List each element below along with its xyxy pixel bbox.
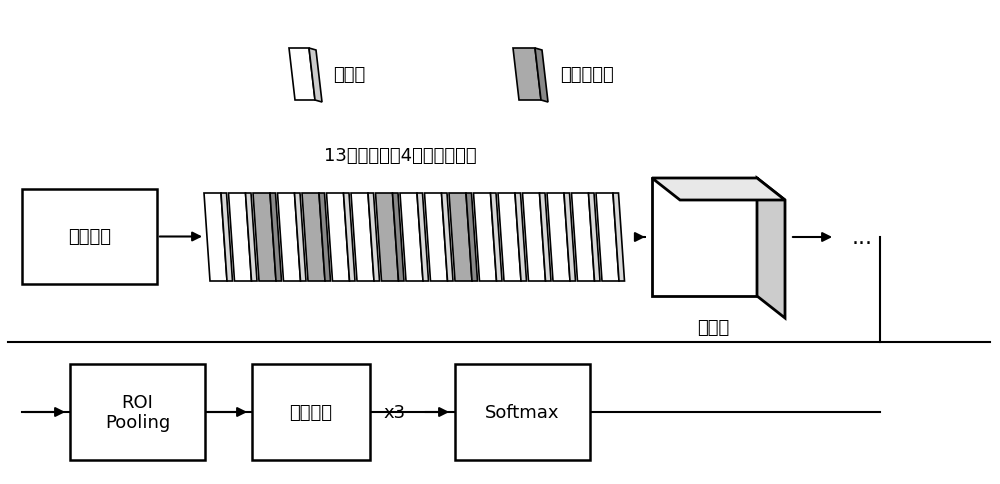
Polygon shape bbox=[289, 49, 315, 101]
Polygon shape bbox=[302, 194, 325, 281]
Polygon shape bbox=[466, 194, 478, 281]
Polygon shape bbox=[368, 194, 380, 281]
Text: ...: ... bbox=[852, 227, 873, 247]
Polygon shape bbox=[278, 194, 300, 281]
Polygon shape bbox=[613, 194, 624, 281]
Polygon shape bbox=[204, 194, 227, 281]
Polygon shape bbox=[513, 49, 541, 101]
Polygon shape bbox=[522, 194, 546, 281]
Polygon shape bbox=[652, 179, 757, 296]
Polygon shape bbox=[564, 194, 575, 281]
Polygon shape bbox=[309, 49, 322, 103]
Text: ROI
Pooling: ROI Pooling bbox=[105, 393, 170, 432]
Polygon shape bbox=[22, 190, 157, 285]
Polygon shape bbox=[589, 194, 600, 281]
Text: 13个卷积层，4个最大池化层: 13个卷积层，4个最大池化层 bbox=[324, 147, 476, 165]
Polygon shape bbox=[221, 194, 233, 281]
Polygon shape bbox=[455, 364, 590, 460]
Polygon shape bbox=[252, 364, 370, 460]
Polygon shape bbox=[417, 194, 428, 281]
Polygon shape bbox=[474, 194, 496, 281]
Polygon shape bbox=[351, 194, 374, 281]
Polygon shape bbox=[515, 194, 526, 281]
Polygon shape bbox=[270, 194, 282, 281]
Text: 特征图: 特征图 bbox=[697, 318, 729, 336]
Polygon shape bbox=[540, 194, 551, 281]
Text: x3: x3 bbox=[383, 403, 405, 421]
Polygon shape bbox=[319, 194, 330, 281]
Polygon shape bbox=[757, 179, 785, 318]
Polygon shape bbox=[294, 194, 306, 281]
Polygon shape bbox=[490, 194, 502, 281]
Text: 原始图像: 原始图像 bbox=[68, 228, 111, 246]
Text: Softmax: Softmax bbox=[485, 403, 560, 421]
Polygon shape bbox=[449, 194, 472, 281]
Text: 卷积层: 卷积层 bbox=[333, 66, 365, 84]
Polygon shape bbox=[326, 194, 350, 281]
Polygon shape bbox=[596, 194, 619, 281]
Polygon shape bbox=[400, 194, 423, 281]
Polygon shape bbox=[498, 194, 521, 281]
Text: 最大池化层: 最大池化层 bbox=[560, 66, 614, 84]
Polygon shape bbox=[535, 49, 548, 103]
Polygon shape bbox=[442, 194, 453, 281]
Polygon shape bbox=[228, 194, 252, 281]
Polygon shape bbox=[70, 364, 205, 460]
Polygon shape bbox=[246, 194, 257, 281]
Polygon shape bbox=[392, 194, 404, 281]
Polygon shape bbox=[344, 194, 355, 281]
Polygon shape bbox=[547, 194, 570, 281]
Text: 全连接层: 全连接层 bbox=[290, 403, 332, 421]
Polygon shape bbox=[652, 179, 785, 200]
Polygon shape bbox=[424, 194, 447, 281]
Polygon shape bbox=[376, 194, 398, 281]
Polygon shape bbox=[572, 194, 594, 281]
Polygon shape bbox=[253, 194, 276, 281]
